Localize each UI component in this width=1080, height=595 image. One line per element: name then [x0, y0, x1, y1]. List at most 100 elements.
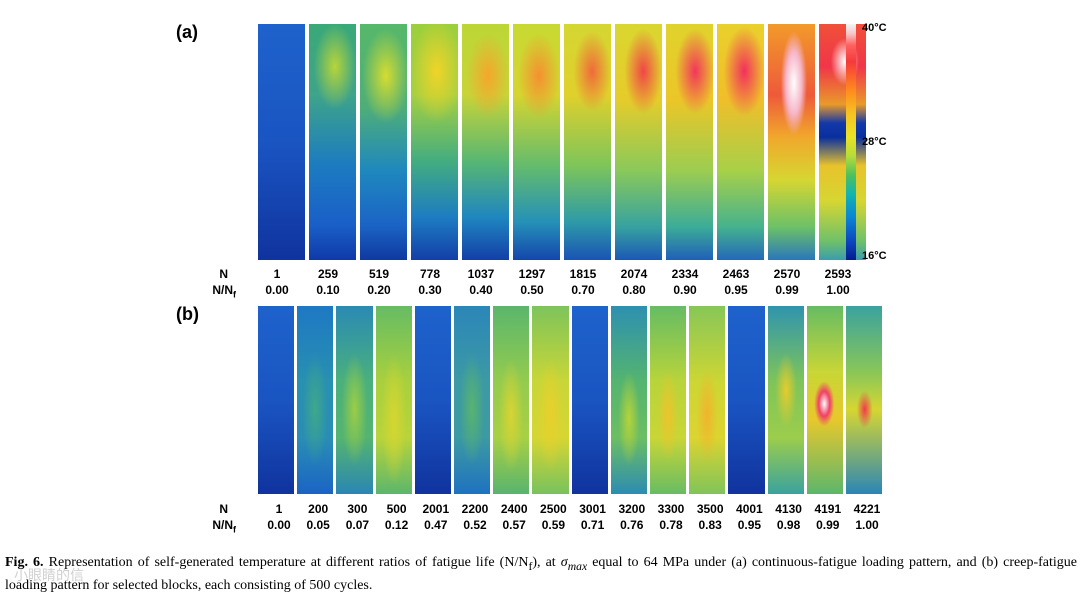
strips-a-strip-1	[258, 24, 305, 260]
life-ratio-label: 0.90	[673, 283, 697, 297]
strip-hotspot	[717, 24, 764, 260]
cycle-count-label: 2001	[422, 502, 450, 516]
cycle-count-label: 4130	[775, 502, 802, 516]
caption-sigma: σ	[560, 555, 568, 570]
strips-a-strip-10	[717, 24, 764, 260]
strips-b-strip-9	[571, 306, 608, 494]
panel-a-ratio-row-label: N/Nf	[196, 283, 236, 299]
strips-b-strip-12	[689, 306, 726, 494]
life-ratio-label: 0.80	[622, 283, 646, 297]
strip-hotspot	[360, 24, 407, 260]
strip-hotspot	[768, 24, 815, 260]
strips-b-strip-16	[846, 306, 883, 494]
cycle-count-label: 3001	[579, 502, 606, 516]
cycle-count-label: 500	[386, 502, 407, 516]
life-ratio-label: 0.99	[816, 518, 840, 532]
strips-a-strip-8	[615, 24, 662, 260]
strips-b-strip-2	[297, 306, 334, 494]
cycle-count-label: 2200	[461, 502, 489, 516]
strips-a-strip-2	[309, 24, 356, 260]
strip-hotspot	[411, 24, 458, 260]
life-ratio-label: 0.70	[571, 283, 595, 297]
strip-hotspot	[375, 306, 412, 494]
strip-hotspot	[297, 306, 334, 494]
cycle-count-label: 3200	[618, 502, 646, 516]
strips-b-strip-10	[610, 306, 647, 494]
strips-b-strip-13	[728, 306, 765, 494]
cycle-count-label: 2074	[620, 267, 648, 281]
strips-a-strip-6	[513, 24, 560, 260]
strip-hotspot	[309, 24, 356, 260]
cycle-count-label: 1037	[467, 267, 495, 281]
strip-hotspot	[650, 306, 687, 494]
caption-sub-f: f	[528, 559, 533, 573]
strips-b-strip-6	[454, 306, 491, 494]
life-ratio-label: 0.05	[306, 518, 330, 532]
cycle-count-label: 259	[317, 267, 339, 281]
strips-a-strip-7	[564, 24, 611, 260]
life-ratio-label: 0.50	[520, 283, 544, 297]
strips-a-strip-11	[768, 24, 815, 260]
colorbar-max-label: 40°C	[862, 22, 887, 34]
strips-b-strip-14	[767, 306, 804, 494]
strips-b-strip-3	[336, 306, 373, 494]
cycle-count-label: 4221	[853, 502, 881, 516]
life-ratio-label: 0.07	[345, 518, 370, 532]
strip-hotspot	[767, 306, 804, 494]
cycle-count-label: 2463	[722, 267, 750, 281]
strip-hotspot	[615, 24, 662, 260]
life-ratio-label: 0.00	[265, 283, 289, 297]
life-ratio-label: 0.12	[384, 518, 409, 532]
strips-b-strip-11	[650, 306, 687, 494]
strips-a-strip-9	[666, 24, 713, 260]
panel-b-ratio-label-text: N/Nf	[212, 518, 236, 535]
strips-a-strip-3	[360, 24, 407, 260]
life-ratio-label: 0.30	[418, 283, 442, 297]
colorbar-mid-label: 28°C	[862, 136, 887, 148]
life-ratio-label: 0.57	[502, 518, 526, 532]
panel-a-n-row-label: N	[219, 267, 228, 281]
strip-hotspot	[610, 306, 647, 494]
cycle-count-label: 778	[419, 267, 441, 281]
life-ratio-label: 0.76	[620, 518, 644, 532]
cycle-count-label: 2334	[671, 267, 699, 281]
cycle-count-label: 1815	[569, 267, 597, 281]
caption-text-2: ), at	[532, 555, 561, 570]
life-ratio-label: 0.52	[463, 518, 487, 532]
strip-hotspot	[336, 306, 373, 494]
strips-b-strip-8	[532, 306, 569, 494]
life-ratio-label: 0.20	[367, 283, 391, 297]
strip-hotspot	[513, 24, 560, 260]
life-ratio-label: 0.98	[776, 518, 801, 532]
strip-hotspot	[689, 306, 726, 494]
life-ratio-label: 0.78	[659, 518, 683, 532]
strip-hotspot	[806, 306, 843, 494]
cycle-count-label: 3300	[657, 502, 685, 516]
cycle-count-label: 1	[273, 267, 281, 281]
cycle-count-label: 200	[308, 502, 329, 516]
caption-fig-label: Fig. 6.	[5, 555, 44, 570]
cycle-count-label: 300	[347, 502, 368, 516]
strips-a-strip-12	[819, 24, 866, 260]
life-ratio-label: 0.99	[775, 283, 799, 297]
life-ratio-label: 0.00	[267, 518, 291, 532]
life-ratio-label: 0.95	[724, 283, 748, 297]
cycle-count-label: 2570	[773, 267, 801, 281]
temperature-colorbar	[846, 24, 856, 260]
life-ratio-label: 0.40	[469, 283, 493, 297]
strip-hotspot	[454, 306, 491, 494]
cycle-count-label: 2593	[824, 267, 852, 281]
strips-a-strip-4	[411, 24, 458, 260]
caption-text-1: Representation of self-generated tempera…	[43, 555, 529, 570]
cycle-count-label: 4001	[736, 502, 763, 516]
figure-caption: Fig. 6. Representation of self-generated…	[5, 553, 1077, 595]
life-ratio-label: 1.00	[826, 283, 850, 297]
cycle-count-label: 1297	[518, 267, 546, 281]
strips-b-strip-1	[258, 306, 295, 494]
panel-b-label: (b)	[176, 304, 199, 324]
strip-hotspot	[666, 24, 713, 260]
strip-hotspot	[532, 306, 569, 494]
strip-hotspot	[493, 306, 530, 494]
cycle-count-label: 2500	[540, 502, 567, 516]
life-ratio-label: 1.00	[855, 518, 879, 532]
